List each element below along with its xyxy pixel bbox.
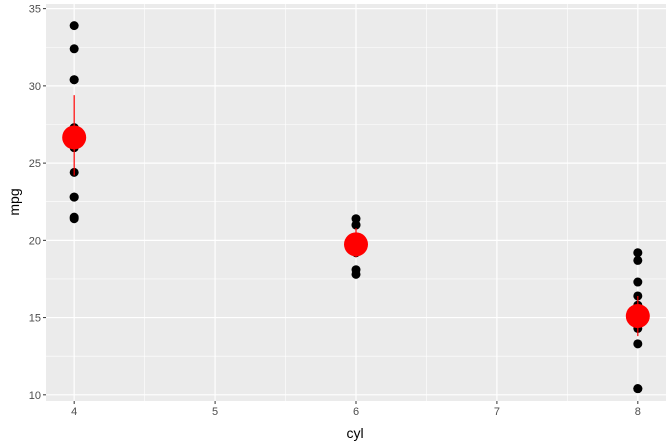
data-point [69,192,79,202]
x-tick-label: 4 [71,406,77,418]
data-point [69,44,79,54]
mean-point [62,125,87,150]
x-tick-label: 7 [494,406,500,418]
data-point [633,339,643,349]
y-tick-label: 20 [29,235,41,247]
data-point [69,214,79,224]
data-point [633,248,643,258]
data-point [633,255,643,265]
y-axis-label: mpg [6,188,22,215]
data-point [351,220,361,230]
data-point [351,214,361,224]
x-tick-label: 6 [353,406,359,418]
data-point [351,269,361,279]
y-tick-label: 25 [29,158,41,170]
mean-point [625,304,650,329]
y-tick-label: 15 [29,313,41,325]
data-point [633,277,643,287]
x-axis-label: cyl [346,425,363,441]
x-tick-label: 8 [635,406,641,418]
y-tick-label: 30 [29,81,41,93]
y-tick-label: 35 [29,4,41,16]
x-tick-label: 5 [212,406,218,418]
data-point [69,75,79,85]
mean-point [344,232,368,257]
data-point [69,21,79,31]
data-point [633,384,643,394]
y-tick-label: 10 [29,390,41,402]
